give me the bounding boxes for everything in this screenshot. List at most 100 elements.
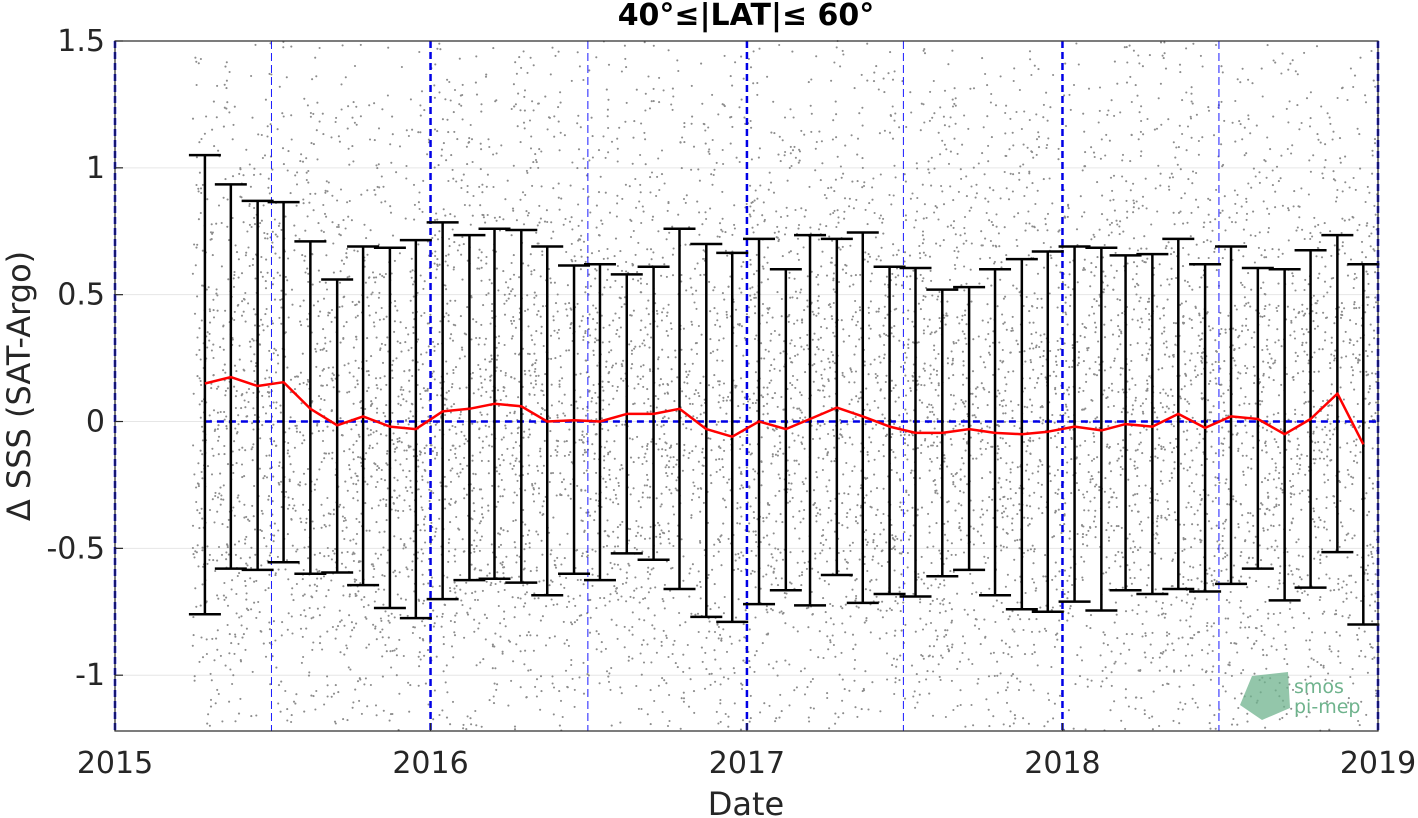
scatter-point (930, 381, 933, 384)
scatter-point (368, 444, 371, 447)
scatter-point (382, 498, 385, 501)
scatter-point (1154, 455, 1157, 458)
scatter-point (640, 586, 643, 589)
scatter-point (1140, 119, 1143, 123)
scatter-point (649, 322, 652, 325)
scatter-point (761, 470, 764, 473)
scatter-point (1243, 296, 1246, 299)
scatter-point (1238, 334, 1241, 337)
scatter-point (956, 152, 959, 155)
scatter-point (797, 223, 801, 227)
scatter-point (870, 441, 873, 444)
scatter-point (458, 103, 461, 106)
scatter-point (1010, 522, 1014, 525)
scatter-point (200, 507, 203, 510)
scatter-point (1240, 575, 1243, 578)
scatter-point (552, 187, 555, 190)
scatter-point (932, 441, 935, 444)
scatter-point (241, 300, 244, 303)
scatter-point (1141, 635, 1144, 638)
scatter-point (667, 466, 670, 469)
scatter-point (526, 171, 529, 174)
scatter-point (1340, 302, 1343, 305)
scatter-point (699, 580, 702, 583)
scatter-point (1129, 576, 1132, 580)
scatter-point (989, 101, 992, 104)
scatter-point (1334, 609, 1338, 612)
scatter-point (586, 409, 589, 412)
scatter-point (501, 453, 504, 456)
scatter-point (1011, 190, 1014, 193)
scatter-point (470, 563, 473, 566)
scatter-point (1335, 631, 1338, 634)
scatter-point (629, 595, 632, 598)
scatter-point (1012, 370, 1015, 373)
scatter-point (396, 440, 399, 443)
scatter-point (1114, 554, 1117, 557)
scatter-point (713, 543, 716, 546)
scatter-point (1088, 421, 1091, 424)
scatter-point (628, 564, 631, 567)
scatter-point (1069, 566, 1072, 569)
scatter-point (373, 102, 376, 105)
scatter-point (1234, 221, 1237, 224)
scatter-point (1364, 94, 1367, 97)
scatter-point (386, 561, 389, 564)
scatter-point (837, 522, 841, 525)
scatter-point (909, 91, 912, 94)
scatter-point (1183, 548, 1186, 551)
scatter-point (1275, 505, 1278, 508)
scatter-point (1277, 503, 1281, 507)
scatter-point (195, 551, 198, 554)
scatter-point (1121, 367, 1124, 370)
scatter-point (1007, 370, 1010, 373)
scatter-point (277, 529, 280, 532)
scatter-point (569, 327, 572, 330)
scatter-point (920, 102, 923, 105)
scatter-point (1117, 457, 1120, 460)
scatter-point (785, 226, 788, 229)
scatter-point (1040, 495, 1043, 498)
scatter-point (820, 360, 823, 363)
scatter-point (1086, 349, 1089, 352)
scatter-point (621, 582, 624, 585)
scatter-point (196, 336, 199, 339)
scatter-point (1370, 552, 1373, 556)
scatter-point (1311, 235, 1314, 238)
scatter-point (1109, 366, 1112, 369)
scatter-point (311, 432, 314, 435)
scatter-point (644, 597, 647, 600)
scatter-point (596, 574, 600, 578)
scatter-point (1343, 307, 1346, 310)
scatter-point (485, 185, 488, 188)
scatter-point (385, 650, 388, 653)
scatter-point (634, 177, 637, 181)
scatter-point (654, 395, 657, 398)
scatter-point (798, 510, 801, 513)
scatter-point (907, 379, 910, 383)
scatter-point (266, 232, 269, 235)
scatter-point (407, 349, 410, 352)
scatter-point (580, 555, 584, 558)
scatter-point (1049, 374, 1052, 377)
scatter-point (718, 235, 721, 238)
scatter-point (680, 273, 683, 277)
scatter-point (1086, 678, 1089, 681)
scatter-point (550, 237, 553, 240)
scatter-point (312, 695, 315, 698)
scatter-point (1210, 430, 1214, 433)
scatter-point (366, 337, 369, 340)
scatter-point (1089, 481, 1092, 484)
scatter-point (417, 243, 420, 246)
scatter-point (740, 325, 743, 328)
scatter-point (1172, 411, 1175, 414)
scatter-point (1300, 508, 1303, 511)
scatter-point (408, 470, 411, 473)
scatter-point (712, 289, 715, 292)
scatter-point (200, 383, 203, 387)
scatter-point (823, 579, 826, 582)
scatter-point (458, 417, 461, 420)
scatter-point (922, 332, 925, 335)
scatter-point (619, 523, 622, 526)
scatter-point (667, 655, 670, 659)
